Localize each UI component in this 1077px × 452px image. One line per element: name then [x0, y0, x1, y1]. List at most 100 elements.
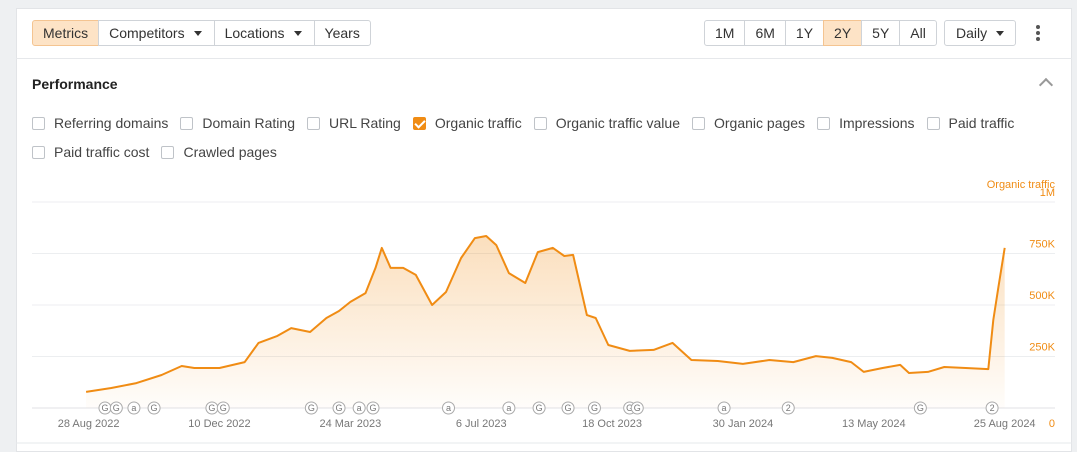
event-marker [587, 401, 601, 415]
tab-group: Metrics Competitors Locations Years [32, 20, 371, 46]
x-tick-label: 18 Oct 2023 [582, 418, 642, 430]
metric-option[interactable]: Paid traffic cost [32, 143, 149, 161]
metric-label: Organic traffic value [555, 115, 680, 131]
more-menu[interactable] [1036, 25, 1040, 43]
metric-option[interactable]: Referring domains [32, 114, 168, 132]
event-marker [352, 401, 366, 415]
x-tick-label: 10 Dec 2022 [188, 418, 250, 430]
checkbox[interactable] [533, 116, 547, 130]
y-tick-label: 750K [1029, 238, 1055, 250]
event-label: G [208, 403, 215, 413]
range-button[interactable]: 5Y [861, 20, 901, 46]
range-button[interactable]: All [899, 20, 937, 46]
event-marker [147, 401, 161, 415]
range-button[interactable]: 1Y [784, 20, 825, 46]
interval-dropdown[interactable]: Daily [944, 20, 1017, 46]
event-label: G [591, 403, 598, 413]
area-fill [86, 236, 1005, 408]
event-marker [441, 401, 455, 415]
event-label: G [220, 403, 227, 413]
tab-label: Years [324, 25, 360, 41]
event-label: 2 [786, 403, 791, 413]
event-marker [127, 401, 141, 415]
event-label: G [113, 403, 120, 413]
event-label: a [506, 403, 511, 413]
x-tick-label: 6 Jul 2023 [456, 418, 507, 430]
event-marker [502, 401, 516, 415]
panel-title: Performance [32, 76, 118, 92]
metric-label: Organic traffic [434, 115, 522, 131]
event-label: G [565, 403, 572, 413]
caret [293, 30, 302, 36]
line [85, 235, 1006, 393]
event-marker [985, 401, 999, 415]
event-marker [366, 401, 380, 415]
interval-group: Daily [944, 20, 1017, 46]
event-label: a [357, 403, 362, 413]
event-marker [630, 401, 644, 415]
metric-label: Domain Rating [202, 115, 295, 131]
event-label: a [446, 403, 451, 413]
metric-label: URL Rating [329, 115, 401, 131]
checkbox[interactable] [926, 116, 940, 130]
range-button[interactable]: 6M [744, 20, 786, 46]
metric-option[interactable]: Organic pages [692, 114, 805, 132]
range-group: 1M 6M 1Y 2Y 5Y All [704, 20, 937, 46]
divider [16, 58, 1072, 59]
metric-label: Paid traffic [948, 115, 1015, 131]
tab-button[interactable]: Years [313, 20, 371, 46]
metric-list: Referring domains Domain Rating URL Rating… [32, 114, 1042, 161]
event-marker [781, 401, 795, 415]
tab-button[interactable]: Metrics [32, 20, 100, 46]
y-tick-label: 500K [1029, 290, 1055, 302]
metric-option[interactable]: Organic traffic [412, 114, 522, 132]
tab-label: Metrics [43, 25, 89, 41]
event-label: a [131, 403, 136, 413]
checkbox[interactable] [32, 116, 45, 130]
event-marker [913, 401, 927, 415]
x-tick-label: 30 Jan 2024 [713, 418, 774, 430]
series-label: Organic traffic [987, 179, 1056, 191]
metric-option[interactable]: Impressions [817, 114, 915, 132]
event-marker [717, 401, 731, 415]
metric-option[interactable]: Crawled pages [161, 143, 277, 161]
checkbox[interactable] [692, 116, 705, 130]
tab-label: Competitors [109, 25, 185, 41]
x-tick-label: 28 Aug 2022 [58, 418, 120, 430]
tab-label: Locations [224, 25, 285, 41]
event-label: G [536, 403, 543, 413]
x-tick-label: 24 Mar 2023 [319, 418, 381, 430]
event-label: G [308, 403, 315, 413]
event-marker [532, 401, 546, 415]
checkbox[interactable] [817, 116, 831, 130]
tab-button[interactable]: Locations [213, 20, 315, 46]
event-marker [561, 401, 575, 415]
checkbox[interactable] [307, 116, 320, 130]
caret [996, 30, 1005, 36]
event-label: G [151, 403, 158, 413]
x-tick-label: 25 Aug 2024 [974, 418, 1036, 430]
metric-option[interactable]: Domain Rating [180, 114, 295, 132]
checkbox[interactable] [32, 145, 45, 159]
checkbox[interactable] [161, 145, 175, 159]
event-marker [216, 401, 230, 415]
metric-option[interactable]: Organic traffic value [533, 114, 680, 132]
event-marker [304, 401, 318, 415]
metric-option[interactable]: URL Rating [307, 114, 401, 132]
checkbox[interactable] [412, 116, 426, 130]
event-label: G [101, 403, 108, 413]
event-marker [332, 401, 346, 415]
metric-label: Organic pages [714, 115, 806, 131]
y-tick-label: 0 [1049, 418, 1055, 430]
event-label: G [336, 403, 343, 413]
event-label: G [634, 403, 641, 413]
y-tick-label: 250K [1029, 341, 1055, 353]
metric-label: Referring domains [54, 115, 169, 131]
checkbox[interactable] [180, 116, 194, 130]
event-label: G [369, 403, 376, 413]
metric-option[interactable]: Paid traffic [926, 114, 1015, 132]
range-button[interactable]: 1M [704, 20, 746, 46]
metric-label: Paid traffic cost [54, 144, 150, 160]
